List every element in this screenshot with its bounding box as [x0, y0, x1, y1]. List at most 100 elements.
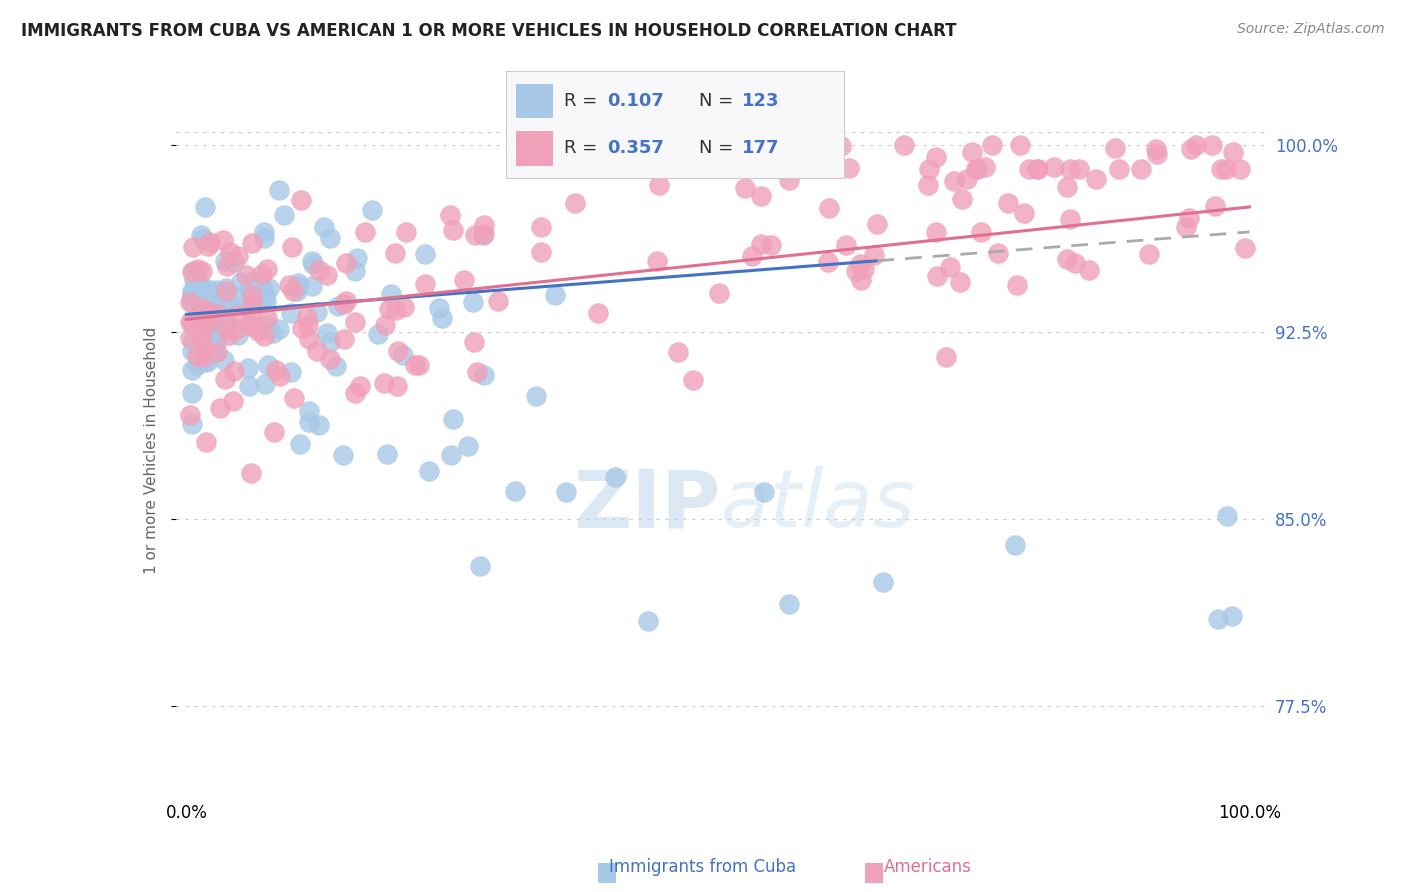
Point [180, 264, 202, 278]
Point [1144, 142, 1167, 156]
Point [201, 295, 224, 310]
Point [378, 301, 401, 316]
Point [288, 437, 311, 451]
Point [280, 365, 302, 379]
Point [186, 313, 208, 327]
Point [222, 393, 245, 408]
Point [637, 614, 659, 628]
Point [238, 378, 260, 392]
Point [194, 316, 217, 330]
Point [734, 181, 756, 195]
Point [950, 192, 973, 206]
Point [198, 305, 221, 319]
Point [195, 355, 218, 369]
Point [200, 235, 222, 249]
Point [225, 308, 247, 322]
Text: N =: N = [699, 93, 738, 111]
Point [240, 310, 263, 325]
Point [603, 470, 626, 484]
Point [254, 376, 277, 391]
Point [197, 239, 219, 253]
Point [328, 299, 350, 313]
Point [413, 247, 436, 261]
Point [252, 281, 274, 295]
Point [486, 294, 509, 309]
Point [242, 274, 264, 288]
Point [472, 368, 495, 383]
Point [217, 322, 239, 336]
Point [385, 379, 408, 393]
Point [226, 327, 249, 342]
Point [218, 328, 240, 343]
Point [273, 208, 295, 222]
Point [207, 328, 229, 343]
Point [503, 483, 526, 498]
Point [214, 318, 236, 332]
Point [308, 263, 330, 277]
Point [287, 278, 309, 293]
Point [224, 255, 246, 269]
Point [184, 281, 207, 295]
Point [367, 327, 389, 342]
Point [205, 345, 228, 359]
Point [439, 448, 461, 462]
Point [1104, 141, 1126, 155]
Point [472, 218, 495, 232]
Point [283, 391, 305, 405]
Point [215, 281, 238, 295]
Point [186, 287, 208, 301]
Point [817, 202, 839, 216]
Point [1056, 179, 1078, 194]
Point [395, 225, 418, 239]
Point [269, 368, 291, 383]
Point [1222, 145, 1244, 160]
Point [1077, 263, 1099, 277]
Point [1059, 162, 1081, 177]
Y-axis label: 1 or more Vehicles in Household: 1 or more Vehicles in Household [143, 326, 159, 574]
Point [280, 306, 302, 320]
Point [893, 137, 915, 152]
Point [1018, 162, 1040, 177]
Text: IMMIGRANTS FROM CUBA VS AMERICAN 1 OR MORE VEHICLES IN HOUSEHOLD CORRELATION CHA: IMMIGRANTS FROM CUBA VS AMERICAN 1 OR MO… [21, 22, 956, 40]
Point [775, 160, 797, 174]
Point [1004, 537, 1026, 551]
Point [925, 150, 948, 164]
Point [453, 273, 475, 287]
Point [1233, 241, 1256, 255]
Point [374, 318, 396, 332]
Point [682, 373, 704, 387]
Text: 123: 123 [742, 93, 780, 111]
Point [212, 294, 235, 309]
Point [267, 183, 290, 197]
Point [830, 138, 852, 153]
Point [970, 225, 993, 239]
Point [226, 322, 249, 336]
Point [1206, 612, 1229, 626]
Point [190, 301, 212, 316]
Point [384, 245, 406, 260]
Point [917, 178, 939, 193]
Point [530, 245, 553, 260]
Point [1069, 162, 1091, 177]
Point [298, 415, 321, 429]
Point [1215, 162, 1237, 177]
Point [439, 209, 461, 223]
Point [278, 277, 301, 292]
Point [1174, 220, 1197, 235]
Point [298, 332, 321, 346]
Point [319, 334, 342, 349]
Point [862, 248, 884, 262]
Point [394, 300, 416, 314]
Point [872, 574, 894, 589]
Point [942, 173, 965, 187]
Point [346, 251, 368, 265]
Text: ZIP: ZIP [574, 467, 721, 544]
Point [266, 363, 288, 377]
Point [193, 351, 215, 366]
Point [949, 275, 972, 289]
Point [186, 349, 208, 363]
Point [335, 294, 357, 309]
Point [181, 284, 204, 298]
Point [194, 354, 217, 368]
Point [707, 286, 730, 301]
